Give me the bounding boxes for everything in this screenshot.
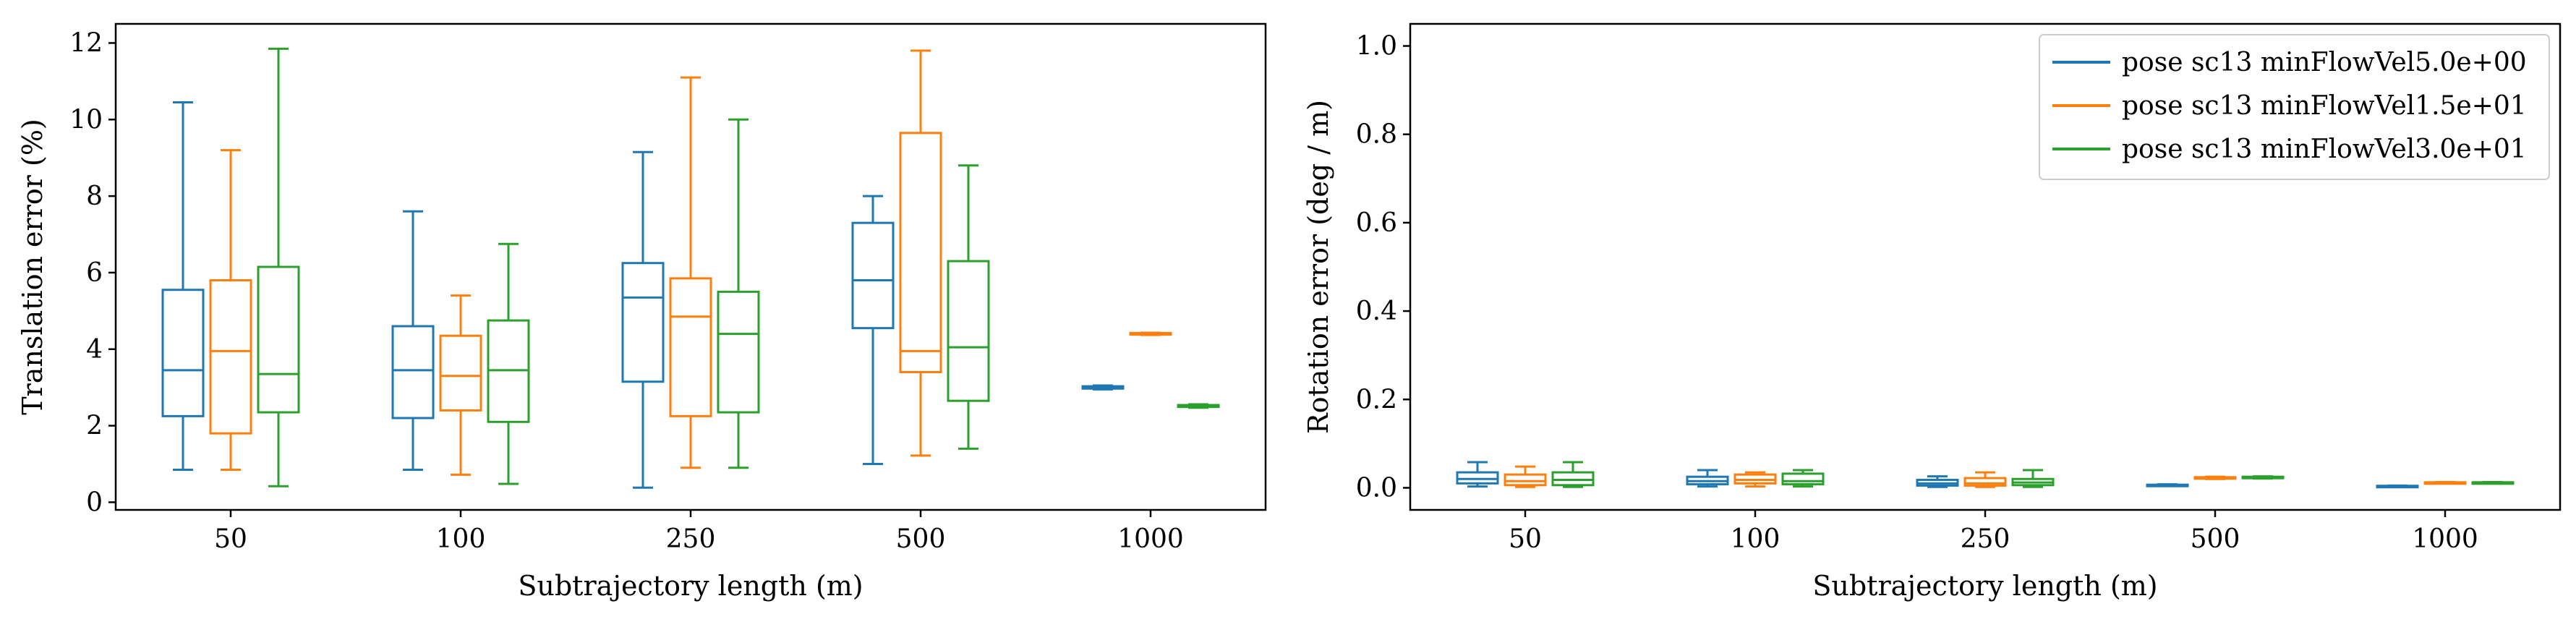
box-100-series-2 <box>439 294 482 476</box>
box-iqr <box>717 290 760 414</box>
box-iqr <box>1504 473 1547 487</box>
x-tick-label: 100 <box>436 524 486 554</box>
box-250-series-2 <box>669 76 712 469</box>
box-50-series-2 <box>209 149 252 471</box>
box-iqr <box>1963 477 2007 487</box>
y-tick-label: 4 <box>86 335 103 365</box>
translation-error-chart: 0 2 4 6 8 10 12 50 100 250 500 1000 Subtrajectory … <box>17 22 1267 602</box>
box-iqr <box>851 221 895 330</box>
box-100-series-1 <box>391 210 435 471</box>
box-50-series-2 <box>1504 465 1547 488</box>
box-1000-series-1 <box>2376 484 2419 489</box>
y-tick-label: 0 <box>86 487 103 517</box>
x-tick-label: 250 <box>666 524 716 554</box>
box-1000-series-1 <box>1081 384 1125 391</box>
box-100-series-3 <box>487 242 530 485</box>
box-100-series-1 <box>1686 469 1729 488</box>
legend-frame <box>2039 34 2550 180</box>
y-tick-label: 8 <box>86 182 103 211</box>
x-tick-label: 50 <box>214 524 247 554</box>
box-iqr <box>439 334 482 412</box>
box-iqr <box>947 260 990 402</box>
box-250-series-3 <box>2011 469 2055 488</box>
box-500-series-2 <box>2193 475 2237 480</box>
y-tick-label: 0.4 <box>1356 297 1397 326</box>
y-tick-label: 0.6 <box>1356 208 1397 238</box>
legend-label: pose sc13 minFlowVel1.5e+01 <box>2122 91 2527 121</box>
box-250-series-1 <box>1916 475 1959 488</box>
box-iqr <box>899 132 942 374</box>
y-tick-label: 2 <box>86 412 103 441</box>
box-1000-series-3 <box>2471 481 2515 485</box>
box-marks <box>161 47 1220 489</box>
x-tick-label: 50 <box>1509 524 1542 554</box>
y-tick-label: 0.0 <box>1356 473 1397 503</box>
box-iqr <box>209 279 252 435</box>
box-500-series-2 <box>899 49 942 457</box>
y-axis-label: Rotation error (deg / m) <box>1302 100 1334 434</box>
y-axis-label: Translation error (%) <box>17 119 48 415</box>
x-ticks: 50 100 250 500 1000 <box>214 510 1184 554</box>
box-250-series-3 <box>717 118 760 469</box>
box-iqr <box>1551 471 1595 487</box>
box-50-series-1 <box>161 101 205 471</box>
box-iqr <box>669 277 712 417</box>
box-50-series-1 <box>1456 461 1499 488</box>
box-marks <box>1456 461 2515 489</box>
x-tick-label: 1000 <box>1117 524 1184 554</box>
legend: pose sc13 minFlowVel5.0e+00 pose sc13 min… <box>2039 34 2550 180</box>
box-100-series-3 <box>1781 469 1825 488</box>
y-ticks: 0.0 0.2 0.4 0.6 0.8 1.0 <box>1356 32 1410 503</box>
box-1000-series-2 <box>2423 481 2467 485</box>
legend-label: pose sc13 minFlowVel5.0e+00 <box>2122 48 2527 77</box>
box-250-series-2 <box>1963 471 2007 488</box>
box-250-series-1 <box>621 150 665 489</box>
box-500-series-3 <box>947 164 990 450</box>
box-500-series-1 <box>2146 483 2189 487</box>
x-axis-label: Subtrajectory length (m) <box>1812 570 2157 602</box>
box-iqr <box>1781 472 1825 486</box>
box-1000-series-2 <box>1129 331 1172 336</box>
y-ticks: 0 2 4 6 8 10 12 <box>69 28 116 517</box>
box-50-series-3 <box>257 47 300 487</box>
box-iqr <box>257 265 300 414</box>
box-100-series-2 <box>1733 471 1777 488</box>
y-tick-label: 12 <box>69 28 103 58</box>
x-axis-label: Subtrajectory length (m) <box>518 570 863 602</box>
x-tick-label: 250 <box>1961 524 2010 554</box>
x-tick-label: 500 <box>2191 524 2240 554</box>
x-tick-label: 1000 <box>2412 524 2478 554</box>
x-tick-label: 500 <box>896 524 946 554</box>
box-500-series-1 <box>851 195 895 466</box>
y-tick-label: 6 <box>86 258 103 288</box>
box-50-series-3 <box>1551 461 1595 488</box>
box-iqr <box>391 325 435 419</box>
y-tick-label: 1.0 <box>1356 32 1397 61</box>
x-ticks: 50 100 250 500 1000 <box>1509 510 2478 554</box>
y-tick-label: 0.2 <box>1356 385 1397 414</box>
x-tick-label: 100 <box>1731 524 1780 554</box>
rotation-error-chart: 0.0 0.2 0.4 0.6 0.8 1.0 50 100 250 500 1000 Subtr… <box>1302 22 2562 602</box>
box-iqr <box>1456 471 1499 485</box>
box-iqr <box>621 262 665 383</box>
legend-label: pose sc13 minFlowVel3.0e+01 <box>2122 135 2527 164</box>
box-1000-series-3 <box>1177 403 1220 409</box>
y-tick-label: 0.8 <box>1356 120 1397 150</box>
y-tick-label: 10 <box>69 105 103 135</box>
box-iqr <box>161 289 205 417</box>
box-500-series-3 <box>2241 475 2285 480</box>
